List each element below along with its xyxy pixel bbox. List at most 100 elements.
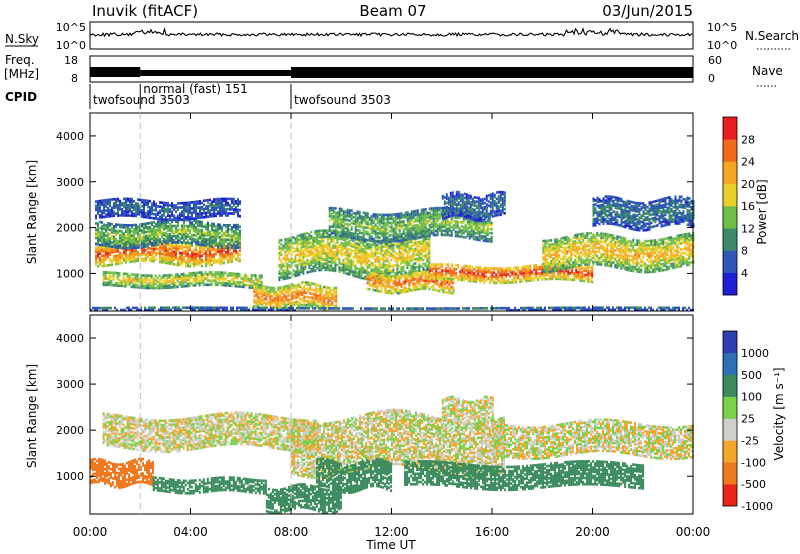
- power-cell: [105, 244, 107, 248]
- power-cell: [95, 230, 97, 234]
- power-cell: [430, 207, 433, 210]
- power-cell: [103, 250, 105, 253]
- power-cell: [213, 244, 215, 248]
- power-cell: [327, 290, 330, 294]
- power-cell: [222, 271, 225, 275]
- power-cell: [260, 282, 263, 286]
- power-cell: [321, 297, 324, 301]
- power-cell: [205, 223, 207, 227]
- power-cell: [396, 259, 399, 262]
- power-cell: [327, 303, 330, 306]
- power-cell: [396, 221, 399, 224]
- power-cell: [344, 253, 347, 256]
- power-cell: [342, 265, 345, 268]
- power-cell: [135, 231, 137, 235]
- power-cell: [211, 239, 213, 242]
- power-cell: [315, 287, 318, 291]
- power-cell: [271, 301, 274, 304]
- power-cell: [201, 231, 203, 234]
- power-cell: [173, 250, 175, 254]
- power-cell: [275, 290, 278, 294]
- power-cell: [187, 213, 189, 217]
- power-cell: [161, 209, 163, 213]
- power-cell: [221, 197, 223, 201]
- power-cell: [374, 249, 377, 253]
- power-cell: [240, 277, 243, 280]
- power-cell: [314, 244, 317, 248]
- power-cell: [132, 277, 135, 281]
- power-cell: [374, 225, 377, 229]
- power-cell: [113, 245, 115, 249]
- power-cell: [115, 206, 117, 209]
- power-cell: [318, 268, 321, 272]
- power-cell: [269, 290, 272, 294]
- power-cell: [125, 228, 127, 231]
- power-cell: [309, 300, 312, 303]
- power-cell: [180, 279, 183, 282]
- power-cell: [151, 204, 153, 207]
- power-cell: [235, 230, 237, 233]
- power-cell: [306, 236, 309, 239]
- power-cell: [294, 272, 297, 276]
- power-cell: [193, 233, 195, 237]
- power-cell: [476, 236, 479, 239]
- power-cell: [136, 277, 139, 281]
- power-cell: [325, 296, 328, 300]
- power-cell: [327, 286, 330, 290]
- power-cell: [269, 292, 272, 296]
- power-cell: [484, 229, 487, 232]
- power-cell: [127, 240, 129, 244]
- power-cell: [161, 256, 163, 260]
- power-cell: [105, 223, 107, 227]
- power-cell: [189, 205, 191, 209]
- power-cell: [95, 228, 97, 231]
- power-cell: [188, 272, 191, 275]
- power-cell: [340, 226, 343, 229]
- power-cell: [201, 258, 203, 262]
- power-cell: [295, 290, 298, 293]
- power-cell: [338, 249, 341, 253]
- power-cell: [258, 278, 261, 282]
- power-cell: [214, 279, 217, 282]
- power-cell: [295, 286, 298, 289]
- power-cell: [281, 285, 284, 289]
- power-cell: [213, 224, 215, 228]
- power-cell: [364, 248, 367, 252]
- power-cell: [344, 233, 347, 236]
- power-cell: [145, 203, 147, 207]
- power-cell: [239, 200, 241, 204]
- power-cell: [418, 235, 421, 239]
- power-cell: [140, 278, 143, 281]
- power-cell: [103, 231, 105, 235]
- power-cell: [230, 282, 233, 286]
- power-cell: [185, 237, 187, 240]
- power-cell: [328, 215, 331, 218]
- power-cell: [195, 256, 197, 260]
- power-cell: [430, 229, 433, 233]
- power-cell: [332, 240, 335, 243]
- power-cell: [201, 239, 203, 242]
- power-cell: [368, 274, 371, 277]
- power-cell: [133, 230, 135, 233]
- power-cell: [157, 230, 159, 234]
- power-cell: [388, 275, 391, 278]
- power-cell: [101, 201, 103, 205]
- power-cell: [372, 225, 375, 229]
- power-cell: [298, 256, 301, 260]
- power-cell: [344, 245, 347, 248]
- power-cell: [386, 277, 389, 280]
- power-cell: [322, 252, 325, 255]
- power-cell: [412, 254, 415, 258]
- power-cell: [360, 260, 363, 263]
- power-cell: [149, 234, 151, 237]
- power-cell: [128, 275, 131, 278]
- power-cell: [211, 222, 213, 226]
- power-cell: [332, 236, 335, 239]
- power-cell: [372, 221, 375, 224]
- power-cell: [314, 238, 317, 242]
- power-cell: [158, 278, 161, 282]
- power-cell: [309, 288, 312, 291]
- power-cell: [105, 258, 107, 261]
- power-cell: [374, 217, 377, 220]
- power-cell: [123, 259, 125, 262]
